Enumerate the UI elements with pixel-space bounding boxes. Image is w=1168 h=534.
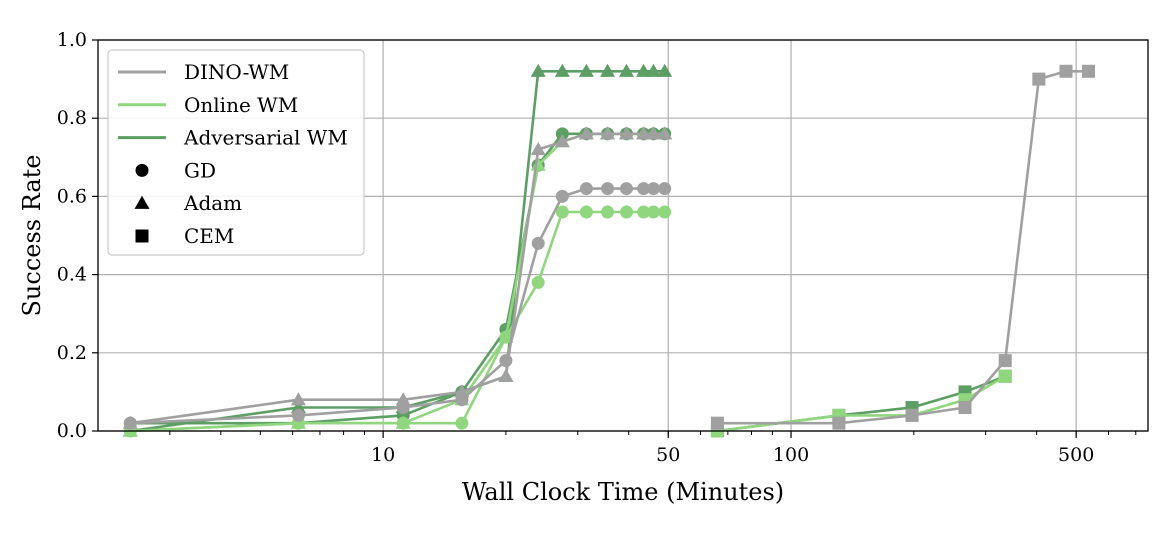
series-dino-wm-adam [122,126,673,429]
legend-box [107,49,365,256]
legend-label: GD [184,158,216,182]
data-point [646,205,660,219]
legend-circle-marker [135,163,149,177]
legend-label: DINO-WM [184,60,289,84]
legend-triangle-marker [134,195,150,209]
data-point [998,369,1012,383]
data-point [1032,72,1046,86]
legend-label: Online WM [184,93,298,117]
legend-item: DINO-WM [118,60,289,84]
data-point [832,416,846,430]
data-point [122,423,138,437]
data-point [657,63,673,77]
series-line [717,70,1089,425]
data-point [618,126,634,140]
data-point [290,400,306,414]
x-tick-label: 500 [1058,444,1094,466]
data-point [645,63,661,77]
data-point [555,127,569,141]
data-point [958,401,972,415]
data-point [601,205,615,219]
data-point [291,408,305,422]
data-point [455,416,469,430]
legend-item: CEM [135,224,234,248]
plot-frame [97,39,1149,432]
data-point [905,408,919,422]
data-point [710,416,724,430]
legend: DINO-WM Online WM Adversarial WM GD Adam CEM [107,49,365,256]
data-point [122,415,138,429]
data-point [395,392,411,406]
axis-ticks: 0.0 0.2 0.4 0.6 0.8 1.0 10 50 100 500 [57,29,1137,466]
y-tick-label: 0.4 [57,264,87,286]
x-tick-label: 50 [656,444,680,466]
data-point [530,141,546,156]
data-point [290,415,306,429]
data-point [619,205,633,219]
data-point [454,384,470,398]
data-point [579,205,593,219]
legend-item: GD [135,158,216,182]
data-point [290,392,306,406]
legend-label: Adversarial WM [183,126,348,150]
data-point [636,63,652,77]
data-point [578,63,594,77]
y-axis-label: Success Rate [18,154,46,316]
series-dino-wm-cem [710,64,1095,430]
x-axis-label: Wall Clock Time (Minutes) [462,478,784,506]
data-point [636,126,652,140]
x-tick-label: 10 [371,444,395,466]
legend-item: Adversarial WM [118,126,348,150]
legend-item: Online WM [118,93,298,117]
y-tick-label: 0.8 [57,107,87,129]
data-point [618,63,634,77]
data-point [498,368,514,382]
plot-series [122,63,1095,438]
data-point [600,63,616,77]
data-point [578,126,594,140]
legend-label: Adam [183,191,242,215]
data-point [998,354,1012,368]
legend-square-marker [135,229,149,243]
data-point [637,182,651,196]
data-point [1059,64,1073,78]
legend-item: Adam [134,191,242,215]
y-tick-label: 0.0 [57,420,87,442]
data-point [637,205,651,219]
y-tick-label: 0.2 [57,342,87,364]
data-point [499,354,513,368]
x-tick-label: 100 [773,444,809,466]
data-point [554,134,570,148]
data-point [531,275,545,289]
data-point [555,189,569,203]
data-point [579,182,593,196]
data-point [554,63,570,77]
data-point [645,126,661,140]
data-point [531,236,545,250]
data-point [530,63,546,77]
data-point [657,126,673,140]
data-point [658,182,672,196]
y-tick-label: 1.0 [57,29,87,51]
data-point [601,182,615,196]
data-point [619,182,633,196]
data-point [646,182,660,196]
data-point [600,126,616,140]
data-point [395,415,411,429]
data-point [498,329,514,343]
y-tick-label: 0.6 [57,185,87,207]
data-point [658,205,672,219]
data-point [555,205,569,219]
data-point [1081,64,1095,78]
legend-label: CEM [184,224,234,248]
